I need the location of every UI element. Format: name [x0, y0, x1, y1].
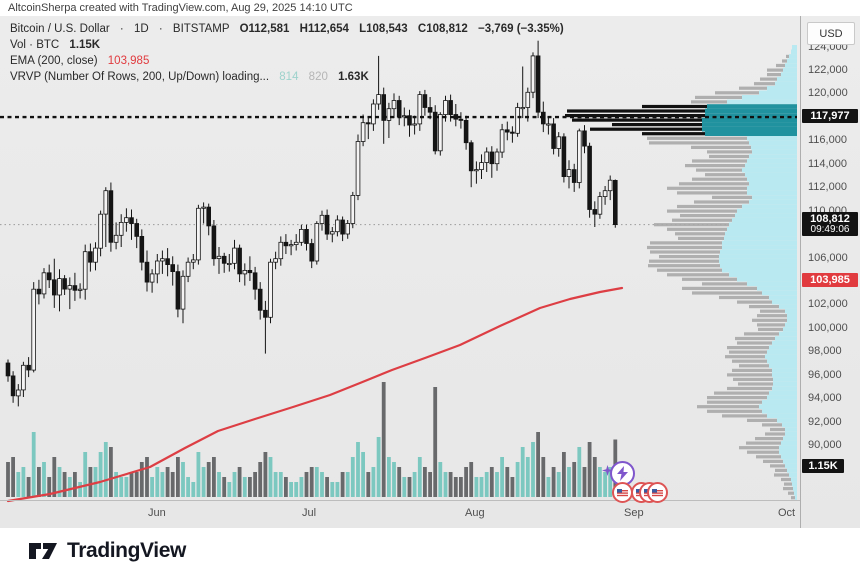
vrvp-indicator-label[interactable]: VRVP (Number Of Rows, 200, Up/Down) load…: [10, 71, 270, 83]
tradingview-logo[interactable]: TradingView: [28, 539, 186, 563]
attribution-text: AltcoinSherpa created with TradingView.c…: [8, 2, 353, 14]
volume-badge: 1.15K: [802, 459, 844, 473]
time-axis-label-sep: Sep: [624, 507, 644, 519]
symbol-title[interactable]: Bitcoin / U.S. Dollar: [10, 23, 110, 35]
price-axis-label: 98,000: [808, 345, 842, 358]
volume-value: 1.15K: [69, 39, 101, 51]
price-axis-label: 96,000: [808, 368, 842, 381]
ema-value: 103,985: [107, 55, 150, 67]
ohlc-open: O112,581: [239, 23, 290, 35]
tradingview-logo-mark: [29, 543, 57, 559]
price-axis-label: 106,000: [808, 251, 848, 264]
ohlc-close: C108,812: [417, 23, 468, 35]
time-axis[interactable]: Jun Jul Aug Sep Oct: [0, 500, 800, 529]
price-axis[interactable]: USD 124,000 122,000 120,000 116,000 114,000 1…: [800, 16, 860, 528]
vrvp-down-value: 820: [308, 71, 328, 83]
legend-vrvp-row[interactable]: VRVP (Number Of Rows, 200, Up/Down) load…: [10, 69, 564, 85]
price-axis-label: 90,000: [808, 439, 842, 452]
tradingview-logo-text: TradingView: [67, 539, 186, 562]
last-price-badge: 108,812 09:49:06: [802, 211, 858, 236]
ohlc-high: H112,654: [299, 23, 349, 35]
price-axis-label: 100,000: [808, 321, 848, 334]
countdown-timer: 09:49:06: [810, 223, 850, 235]
price-axis-label: 120,000: [808, 87, 848, 100]
resistance-price-badge: 117,977: [802, 109, 858, 124]
price-axis-label: 122,000: [808, 64, 848, 76]
price-axis-label: 114,000: [808, 157, 847, 170]
time-axis-label-jun: Jun: [148, 507, 166, 519]
price-axis-label: 94,000: [808, 392, 842, 405]
volume-indicator-label[interactable]: Vol · BTC: [10, 39, 60, 51]
price-axis-label: 112,000: [808, 181, 847, 194]
price-axis-label: 116,000: [808, 134, 847, 147]
time-axis-label-jul: Jul: [302, 507, 317, 519]
currency-toggle-button[interactable]: USD: [807, 22, 855, 45]
ohlc-change: −3,769 (−3.35%): [478, 23, 564, 35]
exchange-label[interactable]: BITSTAMP: [172, 23, 230, 35]
price-axis-label: 92,000: [808, 415, 842, 428]
ema-indicator-label[interactable]: EMA (200, close): [10, 55, 98, 67]
legend-volume-row[interactable]: Vol · BTC 1.15K: [10, 37, 564, 53]
ema-price-badge: 103,985: [802, 273, 858, 288]
legend-symbol-row[interactable]: Bitcoin / U.S. Dollar · 1D · BITSTAMP O1…: [10, 23, 564, 35]
sparkle-icon: [602, 465, 613, 476]
us-flag-event-icon[interactable]: [612, 482, 633, 503]
price-axis-label: 102,000: [808, 298, 848, 311]
interval-label[interactable]: 1D: [133, 23, 149, 35]
vrvp-total-value: 1.63K: [338, 71, 369, 83]
ohlc-low: L108,543: [359, 23, 408, 35]
time-axis-label-oct: Oct: [778, 507, 796, 519]
vrvp-up-value: 814: [279, 71, 299, 83]
chart-legend: Bitcoin / U.S. Dollar · 1D · BITSTAMP O1…: [10, 21, 564, 85]
legend-ema-row[interactable]: EMA (200, close) 103,985: [10, 53, 564, 69]
us-flag-event-icon-4[interactable]: [647, 482, 668, 503]
time-axis-label-aug: Aug: [465, 507, 485, 519]
footer-bar: TradingView: [0, 528, 860, 574]
